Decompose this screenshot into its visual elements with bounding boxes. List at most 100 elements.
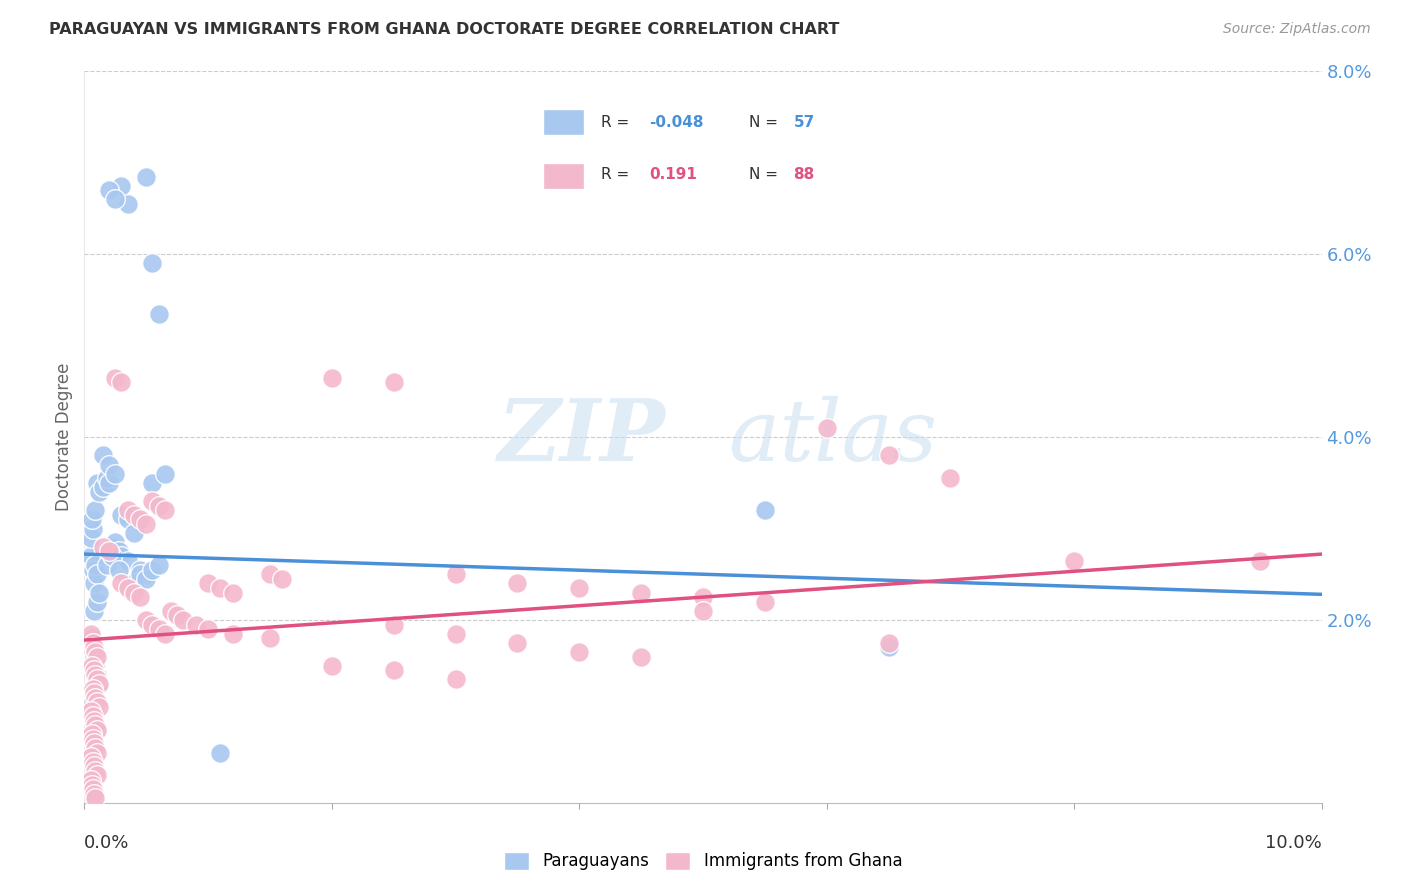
Point (271, 572, 294, 586)
Point (321, 658, 343, 673)
Point (100, 549, 122, 563)
Point (89, 585, 111, 599)
Point (86, 567, 108, 582)
Point (82, 709, 104, 723)
Point (82, 731, 104, 746)
Point (84, 558, 107, 573)
Point (815, 421, 838, 435)
Point (197, 622, 219, 636)
Point (86, 768, 108, 782)
Text: 10.0%: 10.0% (1265, 834, 1322, 852)
Point (86, 746, 108, 760)
Point (148, 558, 170, 573)
Point (135, 567, 157, 582)
Point (83, 686, 105, 700)
Point (82, 681, 104, 696)
Point (141, 256, 163, 270)
Point (209, 746, 232, 760)
Point (80, 658, 103, 673)
Text: PARAGUAYAN VS IMMIGRANTS FROM GHANA DOCTORATE DEGREE CORRELATION CHART: PARAGUAYAN VS IMMIGRANTS FROM GHANA DOCT… (49, 22, 839, 37)
Point (83, 736, 105, 750)
Point (104, 370, 127, 384)
Point (148, 499, 170, 513)
Point (80, 512, 103, 526)
Point (1063, 553, 1085, 567)
Text: N =: N = (748, 168, 782, 183)
Point (104, 467, 127, 481)
Point (135, 572, 157, 586)
Point (382, 376, 405, 390)
Point (84, 503, 107, 517)
Point (141, 563, 163, 577)
Point (122, 508, 145, 522)
Point (89, 677, 111, 691)
Point (82, 695, 104, 709)
Point (153, 626, 176, 640)
Point (754, 503, 776, 517)
Point (79, 705, 101, 719)
Point (79, 626, 101, 640)
Point (117, 581, 139, 595)
Point (129, 590, 152, 604)
Point (122, 526, 145, 541)
Point (83, 640, 105, 655)
Point (110, 576, 132, 591)
Point (568, 581, 591, 595)
Point (222, 626, 245, 640)
Point (630, 585, 652, 599)
Point (91, 449, 114, 463)
Point (129, 563, 152, 577)
Point (141, 494, 163, 508)
Point (166, 608, 188, 623)
Point (83, 649, 105, 664)
Point (82, 636, 104, 650)
Point (117, 197, 139, 211)
Point (382, 663, 405, 677)
Point (83, 714, 105, 728)
Point (98, 458, 121, 472)
Point (82, 782, 104, 797)
Text: N =: N = (748, 115, 782, 129)
Point (86, 594, 108, 608)
Point (98, 544, 121, 558)
Point (135, 613, 157, 627)
Text: 0.191: 0.191 (648, 168, 697, 183)
Point (86, 695, 108, 709)
Point (135, 516, 157, 531)
Point (83, 663, 105, 677)
Point (89, 677, 111, 691)
Point (129, 512, 152, 526)
Point (117, 503, 139, 517)
Point (444, 673, 467, 687)
Legend: Paraguayans, Immigrants from Ghana: Paraguayans, Immigrants from Ghana (503, 852, 903, 871)
Point (84, 645, 107, 659)
Point (86, 673, 108, 687)
Point (148, 307, 170, 321)
Point (79, 531, 101, 545)
Text: 57: 57 (793, 115, 815, 129)
Point (108, 563, 131, 577)
Point (117, 553, 139, 567)
Point (79, 549, 101, 563)
Point (89, 485, 111, 500)
Text: 0.0%: 0.0% (84, 834, 129, 852)
Point (83, 709, 105, 723)
Bar (543, 110, 585, 136)
Point (86, 667, 108, 681)
Point (117, 512, 139, 526)
Point (82, 755, 104, 769)
Point (110, 508, 132, 522)
Point (110, 178, 132, 193)
Point (84, 690, 107, 705)
Point (444, 626, 467, 640)
Point (568, 645, 591, 659)
Point (444, 567, 467, 582)
Point (108, 544, 131, 558)
Point (122, 585, 145, 599)
Bar (543, 163, 585, 189)
Point (84, 667, 107, 681)
Point (79, 772, 101, 787)
Point (86, 649, 108, 664)
Point (84, 658, 107, 673)
Point (84, 718, 107, 732)
